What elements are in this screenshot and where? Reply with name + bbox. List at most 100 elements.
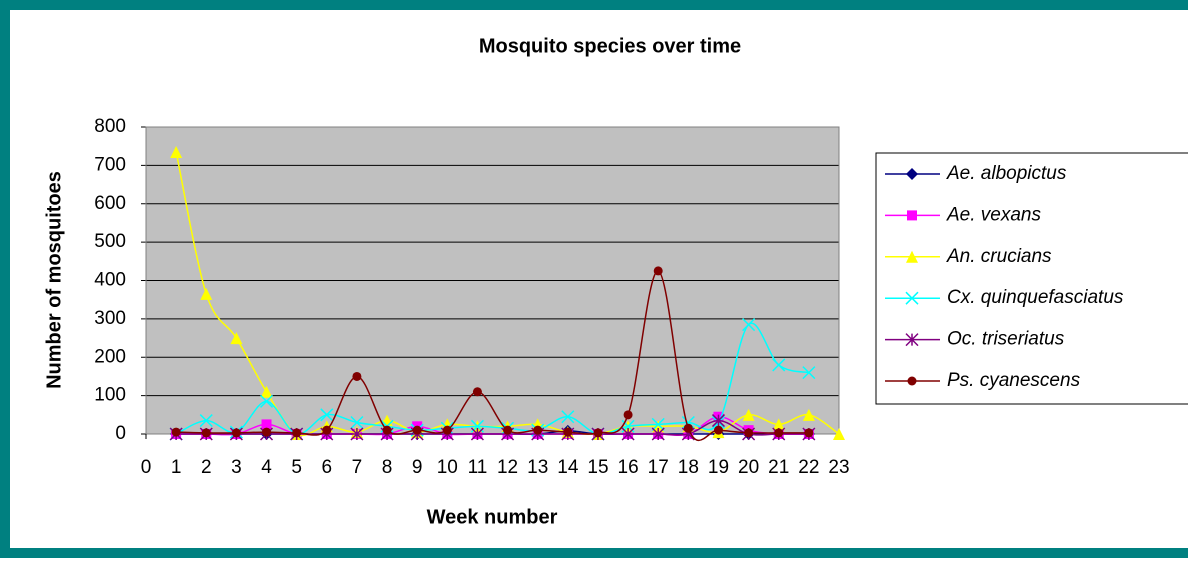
legend-label: Ae. albopictus (946, 163, 1067, 184)
marker (774, 428, 784, 438)
marker (833, 428, 845, 440)
y-tick-label: 200 (94, 346, 126, 367)
x-tick-label: 15 (587, 457, 608, 478)
y-tick-label: 500 (94, 231, 126, 252)
marker (802, 366, 816, 380)
x-tick-label: 1 (171, 457, 182, 478)
marker (171, 427, 181, 437)
marker (199, 414, 213, 428)
x-tick-label: 3 (231, 457, 242, 478)
y-tick-label: 600 (94, 193, 126, 214)
x-tick-label: 10 (437, 457, 458, 478)
marker (260, 385, 273, 398)
marker (651, 417, 665, 431)
y-axis-label: Number of mosquitoes (43, 171, 65, 389)
marker (713, 425, 723, 435)
marker (320, 408, 334, 422)
marker (322, 425, 332, 435)
marker (907, 376, 917, 386)
marker (621, 427, 635, 441)
marker (772, 418, 785, 431)
marker (201, 428, 211, 438)
marker (442, 425, 452, 435)
series-line (176, 419, 809, 436)
marker (533, 425, 543, 435)
marker (470, 427, 484, 441)
marker (593, 428, 603, 438)
marker (711, 414, 726, 428)
marker (742, 318, 756, 332)
marker (906, 250, 918, 263)
y-tick-label: 0 (115, 423, 126, 444)
marker (907, 210, 917, 221)
x-tick-label: 9 (412, 457, 423, 478)
series-line (175, 151, 840, 437)
x-tick-label: 19 (708, 457, 729, 478)
marker (350, 427, 364, 441)
marker (382, 425, 392, 435)
y-tick-label: 400 (94, 270, 126, 291)
marker (563, 427, 573, 437)
marker (230, 332, 243, 345)
marker (200, 287, 213, 300)
marker (651, 427, 665, 441)
marker (683, 423, 693, 433)
marker (772, 358, 786, 372)
legend-label: Ps. cyanescens (947, 370, 1081, 391)
legend-label: Ae. vexans (946, 204, 1041, 225)
legend-label: An. crucians (946, 246, 1052, 267)
x-tick-label: 14 (557, 457, 579, 478)
legend (875, 152, 1188, 405)
y-tick-label: 700 (94, 154, 126, 175)
marker (653, 266, 663, 276)
x-tick-label: 20 (738, 457, 759, 478)
x-tick-label: 0 (141, 457, 152, 478)
y-tick-label: 100 (94, 385, 126, 406)
legend-label: Cx. quinquefasciatus (947, 287, 1124, 308)
marker (292, 428, 302, 438)
marker (905, 333, 919, 347)
x-tick-label: 17 (648, 457, 669, 478)
marker (472, 387, 482, 397)
x-tick-label: 13 (527, 457, 548, 478)
y-tick-label: 800 (94, 116, 126, 137)
x-tick-label: 18 (678, 457, 699, 478)
x-tick-label: 5 (291, 457, 302, 478)
x-tick-label: 8 (382, 457, 393, 478)
marker (742, 408, 755, 421)
marker (231, 428, 241, 438)
marker (744, 428, 754, 438)
marker (352, 371, 362, 381)
legend-label: Oc. triseriatus (947, 329, 1065, 350)
x-tick-label: 16 (618, 457, 639, 478)
marker (804, 428, 814, 438)
marker (412, 425, 422, 435)
x-axis-label: Week number (427, 506, 558, 528)
marker (503, 425, 513, 435)
y-tick-label: 300 (94, 308, 126, 329)
series (171, 266, 814, 442)
marker (350, 415, 364, 430)
x-tick-label: 12 (497, 457, 518, 478)
x-tick-label: 22 (798, 457, 819, 478)
chart-title: Mosquito species over time (479, 35, 741, 57)
marker (259, 394, 274, 408)
x-tick-label: 11 (468, 457, 488, 478)
x-tick-label: 21 (768, 457, 789, 478)
x-tick-label: 2 (201, 457, 212, 478)
marker (262, 427, 272, 437)
marker (170, 145, 183, 158)
marker (906, 168, 918, 180)
x-tick-label: 4 (261, 457, 272, 478)
x-tick-label: 6 (321, 457, 332, 478)
x-tick-label: 23 (828, 457, 849, 478)
marker (261, 419, 272, 430)
marker (623, 410, 633, 420)
marker (802, 408, 815, 421)
marker (652, 420, 665, 433)
x-tick-label: 7 (352, 457, 363, 478)
marker (561, 410, 575, 424)
marker (905, 291, 919, 305)
